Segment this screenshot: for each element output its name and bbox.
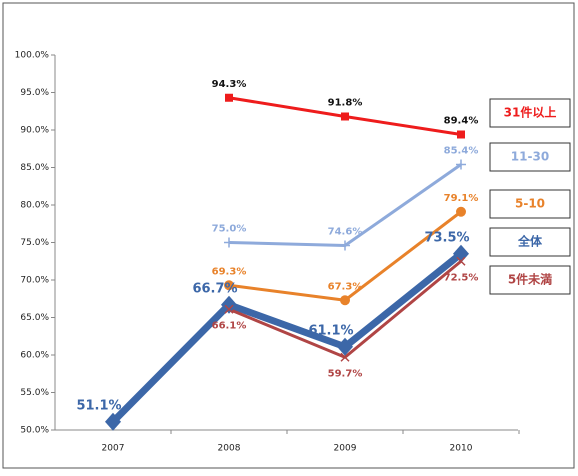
legend-box [489,265,571,295]
data-label: 51.1% [76,398,121,413]
x-tick-label: 2009 [334,444,357,454]
data-label: 85.4% [444,146,479,157]
data-label: 61.1% [308,323,353,338]
y-tick-label: 70.0% [20,276,49,286]
series-line [110,251,464,425]
y-tick-label: 95.0% [20,88,49,98]
y-tick-label: 75.0% [20,238,49,248]
y-tick-label: 60.0% [20,351,49,361]
legend-label: 5-10 [515,197,545,211]
marker [221,295,237,314]
data-label: 66.1% [212,320,247,331]
data-label: 69.3% [212,266,247,277]
marker [456,206,466,217]
legend-label: 全体 [517,234,543,249]
data-label: 74.6% [328,227,363,238]
data-label: 66.7% [192,281,237,296]
legend-label: 5件未満 [508,272,552,287]
marker [340,352,350,362]
y-tick-label: 80.0% [20,201,49,211]
data-label: 75.0% [212,224,247,235]
marker [340,240,350,251]
marker [105,412,121,431]
x-tick-label: 2010 [450,444,473,454]
marker [337,337,353,356]
marker [456,256,466,266]
y-tick-label: 50.0% [20,426,49,436]
y-tick-label: 65.0% [20,313,49,323]
legend-box [489,142,571,172]
legend-label: 31件以上 [504,105,557,120]
marker [340,295,350,306]
y-tick-label: 85.0% [20,163,49,173]
x-tick-label: 2008 [218,444,241,454]
marker [457,130,465,139]
y-tick-label: 100.0% [15,51,50,61]
data-label: 72.5% [444,272,479,283]
legend-box [489,98,571,128]
marker [224,304,234,314]
legend-box [489,227,571,257]
y-tick-label: 55.0% [20,388,49,398]
data-label: 73.5% [424,230,469,245]
legend-box [489,189,571,219]
marker [224,237,234,248]
y-tick-label: 90.0% [20,126,49,136]
marker [225,93,233,102]
data-label: 79.1% [444,193,479,204]
marker [224,280,234,291]
chart-border [2,2,575,469]
legend-label: 11-30 [511,150,549,164]
data-label: 67.3% [328,281,363,292]
x-tick-label: 2007 [102,444,125,454]
data-label: 59.7% [328,368,363,379]
marker [341,112,349,121]
marker [456,159,466,170]
data-label: 91.8% [328,98,363,109]
data-label: 94.3% [212,79,247,90]
data-label: 89.4% [444,116,479,127]
